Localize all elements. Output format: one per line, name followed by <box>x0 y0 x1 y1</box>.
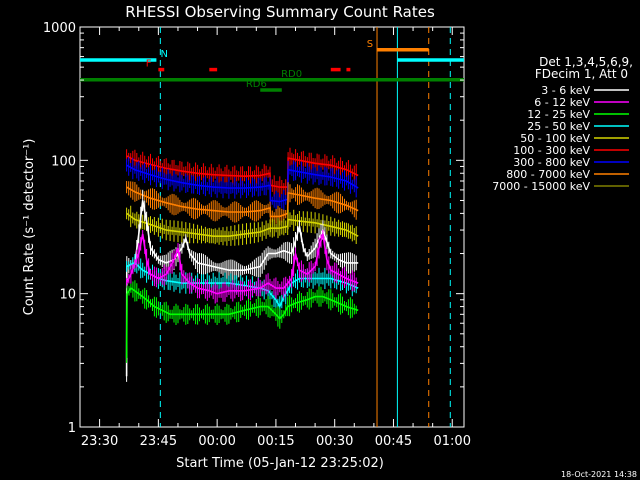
x-tick-label: 00:30 <box>316 434 353 449</box>
series-noise-6 <box>126 230 357 304</box>
x-tick-label: 01:00 <box>434 434 471 449</box>
legend-label: 12 - 25 keV <box>527 108 590 121</box>
y-axis-label: Count Rate (s⁻¹ detector⁻¹) <box>22 139 37 316</box>
series-50-100-kev <box>126 205 359 246</box>
bar-label-rd0: RD0 <box>281 69 302 80</box>
y-tick-label: 10 <box>59 288 76 303</box>
legend-label: 3 - 6 keV <box>541 84 590 97</box>
series-noise-2 <box>126 181 357 227</box>
x-tick-label: 00:15 <box>257 434 294 449</box>
bar-label-f: F <box>146 59 152 70</box>
legend-label: 800 - 7000 keV <box>506 168 590 181</box>
series-line-3 <box>126 212 359 237</box>
bar-label-s: S <box>367 39 373 50</box>
legend-label: 7000 - 15000 keV <box>492 180 590 193</box>
axes-ticks: 23:30 23:45 00:00 00:15 00:30 00:45 01:00 1 10 10… <box>43 21 471 449</box>
series-line-1 <box>126 164 359 203</box>
series-12-25-kev <box>125 280 359 363</box>
bar-label-n: N <box>161 49 168 60</box>
y-tick-label: 1000 <box>43 21 76 36</box>
legend-label: 50 - 100 keV <box>520 132 590 145</box>
legend-header-2: FDecim 1, Att 0 <box>535 67 628 81</box>
bar-label-rd6: RD6 <box>246 79 267 90</box>
x-axis-label: Start Time (05-Jan-12 23:25:02) <box>176 456 384 471</box>
series-300-800-kev <box>126 156 359 212</box>
legend-label: 6 - 12 keV <box>534 96 590 109</box>
chart-title: RHESSI Observing Summary Count Rates <box>125 3 435 21</box>
x-tick-label: 23:30 <box>81 434 118 449</box>
series-noise-0 <box>126 147 357 198</box>
y-tick-label: 100 <box>51 154 76 169</box>
series-noise-1 <box>126 156 357 212</box>
series-800-7000-kev <box>126 181 359 227</box>
timestamp: 18-Oct-2021 14:38 <box>561 470 637 479</box>
series-line-0 <box>126 155 359 188</box>
legend-header-1: Det 1,3,4,5,6,9, <box>539 55 633 69</box>
vertical-markers <box>159 27 451 427</box>
x-tick-label: 00:00 <box>198 434 235 449</box>
series-100-300-kev <box>126 147 359 198</box>
legend-label: 100 - 300 keV <box>513 144 590 157</box>
series-6-12-kev <box>125 230 359 304</box>
series-noise-7 <box>126 280 357 363</box>
series-noise-3 <box>126 205 357 246</box>
y-tick-label: 1 <box>68 421 76 436</box>
legend-label: 25 - 50 keV <box>527 120 590 133</box>
series-line-2 <box>126 186 359 218</box>
x-tick-label: 00:45 <box>375 434 412 449</box>
legend-label: 300 - 800 keV <box>513 156 590 169</box>
state-bars: NF S RD0 RD6 <box>80 39 464 92</box>
plot-frame <box>79 26 465 428</box>
series-lines <box>125 147 359 382</box>
x-tick-label: 23:45 <box>140 434 177 449</box>
